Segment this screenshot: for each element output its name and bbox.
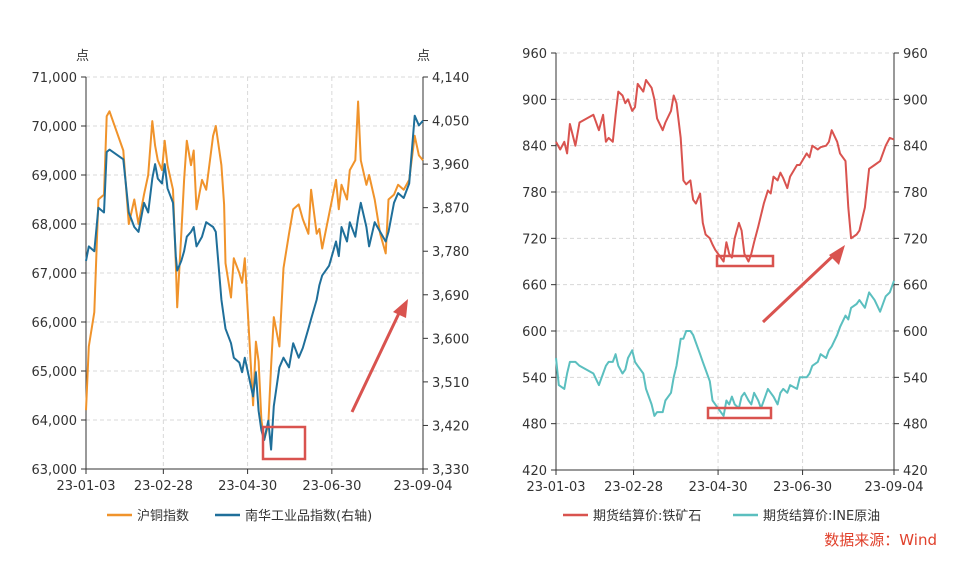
y-tick-label-right: 3,510 — [432, 376, 469, 391]
series-lines — [85, 100, 424, 451]
grid — [86, 76, 423, 469]
y-tick-label-right: 780 — [903, 186, 928, 201]
series-line-0 — [555, 79, 895, 263]
right-unit-label: 点 — [417, 49, 430, 64]
y-tick-label-left: 69,000 — [32, 169, 78, 184]
y-tick-label-right: 3,690 — [432, 289, 469, 304]
y-tick-label-right: 3,780 — [432, 245, 469, 260]
series-lines — [555, 79, 895, 417]
x-tick-label: 23-06-30 — [302, 479, 361, 494]
x-axis: 23-01-03 23-02-28 23-04-30 23-06-30 23-09-04 — [526, 53, 924, 495]
series-line-0 — [85, 100, 424, 441]
iron-ore-trough-box — [715, 254, 775, 268]
y-tick-label-left: 70,000 — [32, 120, 78, 135]
y-tick-label-right: 3,330 — [432, 463, 469, 478]
uptrend-arrow — [350, 299, 408, 413]
y-tick-label-right: 960 — [903, 47, 928, 62]
y-tick-label-right: 420 — [903, 464, 928, 479]
y-tick-label-right: 4,050 — [432, 115, 469, 130]
y-tick-label-right: 900 — [903, 93, 928, 108]
x-tick-label: 23-04-30 — [218, 479, 277, 494]
y-tick-label-left: 66,000 — [32, 316, 78, 331]
y-tick-label-left: 780 — [522, 186, 547, 201]
y-tick-label-right: 720 — [903, 232, 928, 247]
uptrend-arrow — [761, 245, 845, 324]
y-tick-label-left: 720 — [522, 232, 547, 247]
y-tick-label-right: 480 — [903, 418, 928, 433]
data-source-note: 数据来源：Wind — [824, 531, 937, 549]
y-tick-label-right: 3,600 — [432, 332, 469, 347]
y-axis-right: 420 480 540 600 660 720 780 840 900 960 — [894, 47, 928, 479]
y-tick-label-left: 64,000 — [32, 414, 78, 429]
x-tick-label: 23-09-04 — [864, 480, 923, 495]
y-tick-label-left: 63,000 — [32, 463, 78, 478]
x-tick-label: 23-06-30 — [773, 480, 832, 495]
y-tick-label-right: 3,960 — [432, 158, 469, 173]
trough-highlight-box — [261, 425, 307, 461]
y-tick-label-right: 4,140 — [432, 71, 469, 86]
legend-label-copper: 沪铜指数 — [137, 508, 189, 524]
x-tick-label: 23-01-03 — [56, 479, 115, 494]
copper-vs-nanhua-chart: 点 点 63,000 64,000 65,000 66,000 67,000 68,000… — [32, 49, 470, 524]
legend-label-iron-ore: 期货结算价:铁矿石 — [593, 508, 701, 524]
legend: 沪铜指数 南华工业品指数(右轴) — [107, 508, 372, 524]
y-tick-label-left: 960 — [522, 47, 547, 62]
crude-trough-box — [706, 406, 773, 420]
y-tick-label-left: 660 — [522, 279, 547, 294]
y-tick-label-right: 660 — [903, 279, 928, 294]
y-tick-label-left: 68,000 — [32, 218, 78, 233]
y-tick-label-left: 540 — [522, 371, 547, 386]
y-tick-label-left: 600 — [522, 325, 547, 340]
y-tick-label-right: 600 — [903, 325, 928, 340]
y-tick-label-left: 480 — [522, 418, 547, 433]
y-tick-label-left: 71,000 — [32, 71, 78, 86]
y-tick-label-left: 67,000 — [32, 267, 78, 282]
y-tick-label-left: 840 — [522, 140, 547, 155]
x-tick-label: 23-01-03 — [526, 480, 585, 495]
iron-ore-vs-crude-chart: 420 480 540 600 660 720 780 840 900 960 420 480 540… — [522, 47, 928, 524]
left-unit-label: 点 — [76, 49, 89, 64]
series-line-1 — [555, 280, 895, 417]
y-tick-label-right: 3,870 — [432, 202, 469, 217]
x-tick-label: 23-09-04 — [393, 479, 452, 494]
y-axis-right: 3,330 3,420 3,510 3,600 3,690 3,780 3,870 3,960… — [423, 71, 469, 478]
grid — [556, 52, 894, 470]
legend-label-crude: 期货结算价:INE原油 — [763, 508, 880, 524]
y-axis-left: 63,000 64,000 65,000 66,000 67,000 68,000 69,0… — [32, 71, 86, 478]
y-axis-left: 420 480 540 600 660 720 780 840 900 960 — [522, 47, 556, 479]
x-tick-label: 23-04-30 — [689, 480, 748, 495]
x-tick-label: 23-02-28 — [604, 480, 663, 495]
y-tick-label-left: 420 — [522, 464, 547, 479]
y-tick-label-left: 65,000 — [32, 365, 78, 380]
y-tick-label-right: 3,420 — [432, 419, 469, 434]
y-tick-label-right: 840 — [903, 140, 928, 155]
y-tick-label-right: 540 — [903, 371, 928, 386]
legend-label-nanhua: 南华工业品指数(右轴) — [245, 508, 372, 524]
x-axis: 23-01-03 23-02-28 23-04-30 23-06-30 23-09-04 — [56, 77, 453, 494]
legend: 期货结算价:铁矿石 期货结算价:INE原油 — [563, 508, 880, 524]
series-line-1 — [85, 114, 424, 451]
y-tick-label-left: 900 — [522, 93, 547, 108]
x-tick-label: 23-02-28 — [134, 479, 193, 494]
